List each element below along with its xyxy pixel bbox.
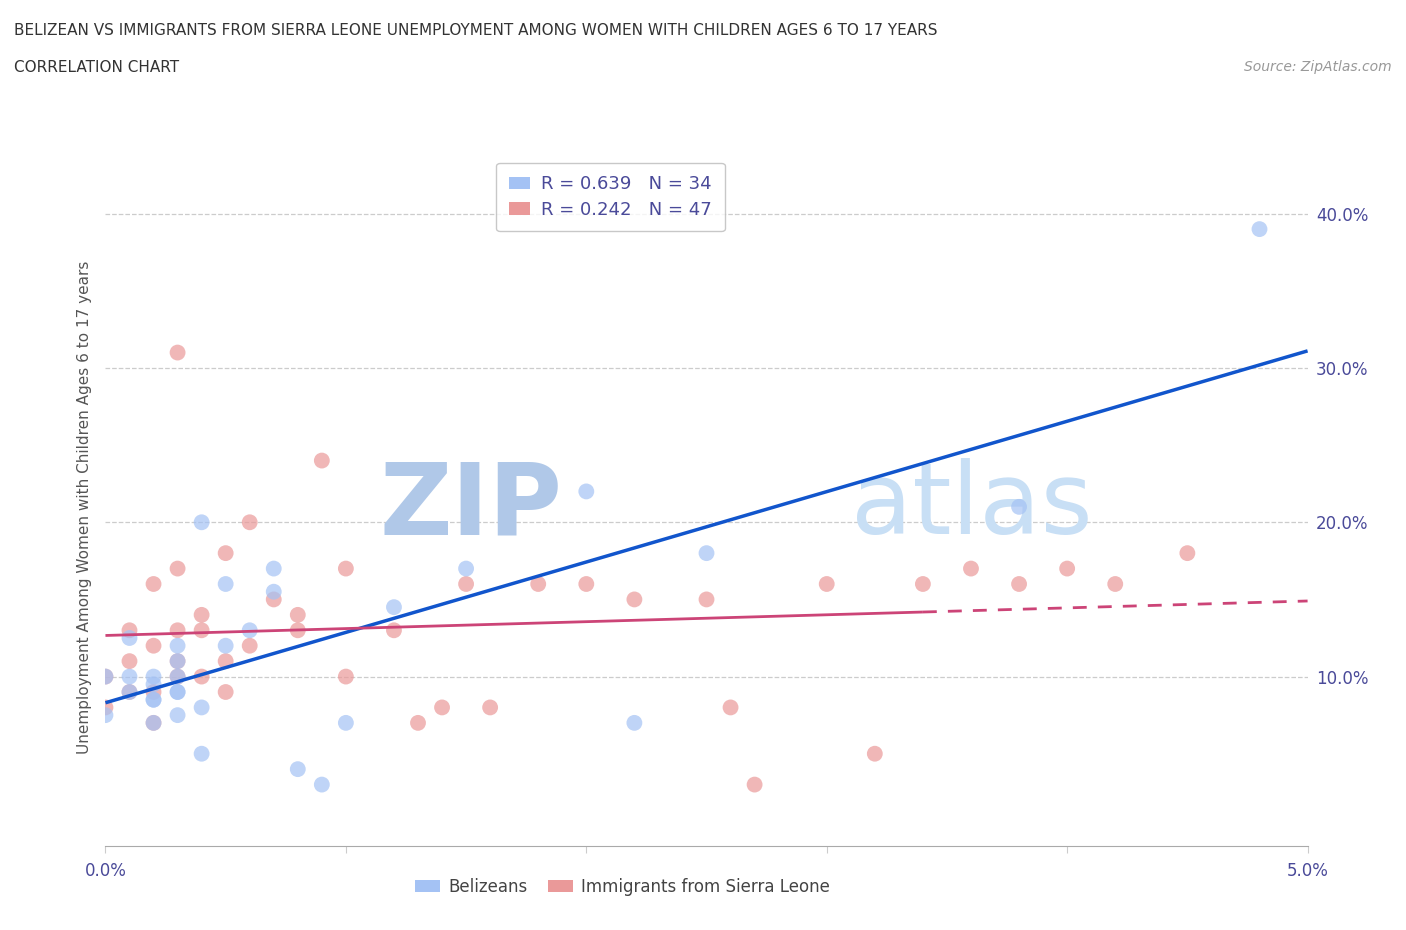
- Point: [166, 670, 188, 684]
- Point: [166, 684, 188, 699]
- Point: [118, 654, 141, 669]
- Point: [1249, 221, 1271, 236]
- Point: [911, 577, 934, 591]
- Point: [166, 654, 188, 669]
- Point: [720, 700, 742, 715]
- Point: [263, 584, 285, 599]
- Point: [454, 577, 477, 591]
- Point: [118, 670, 141, 684]
- Point: [479, 700, 502, 715]
- Point: [166, 623, 188, 638]
- Point: [1008, 499, 1031, 514]
- Point: [214, 638, 236, 653]
- Point: [382, 600, 405, 615]
- Point: [142, 715, 165, 730]
- Point: [142, 692, 165, 707]
- Point: [166, 561, 188, 576]
- Point: [214, 546, 236, 561]
- Y-axis label: Unemployment Among Women with Children Ages 6 to 17 years: Unemployment Among Women with Children A…: [76, 260, 91, 753]
- Point: [744, 777, 766, 792]
- Point: [239, 638, 262, 653]
- Point: [166, 638, 188, 653]
- Point: [142, 677, 165, 692]
- Point: [1008, 577, 1031, 591]
- Point: [863, 746, 886, 761]
- Point: [190, 670, 212, 684]
- Point: [263, 592, 285, 607]
- Point: [166, 345, 188, 360]
- Point: [527, 577, 550, 591]
- Text: CORRELATION CHART: CORRELATION CHART: [14, 60, 179, 75]
- Text: Source: ZipAtlas.com: Source: ZipAtlas.com: [1244, 60, 1392, 74]
- Point: [214, 577, 236, 591]
- Point: [118, 623, 141, 638]
- Point: [311, 777, 333, 792]
- Point: [190, 607, 212, 622]
- Point: [94, 670, 117, 684]
- Point: [335, 561, 357, 576]
- Text: BELIZEAN VS IMMIGRANTS FROM SIERRA LEONE UNEMPLOYMENT AMONG WOMEN WITH CHILDREN : BELIZEAN VS IMMIGRANTS FROM SIERRA LEONE…: [14, 23, 938, 38]
- Point: [382, 623, 405, 638]
- Point: [1104, 577, 1126, 591]
- Point: [623, 592, 645, 607]
- Point: [287, 607, 309, 622]
- Point: [575, 577, 598, 591]
- Point: [623, 715, 645, 730]
- Point: [696, 546, 718, 561]
- Point: [239, 623, 262, 638]
- Point: [166, 708, 188, 723]
- Point: [142, 670, 165, 684]
- Point: [190, 700, 212, 715]
- Point: [263, 561, 285, 576]
- Point: [94, 670, 117, 684]
- Point: [118, 684, 141, 699]
- Point: [142, 577, 165, 591]
- Point: [454, 561, 477, 576]
- Point: [166, 654, 188, 669]
- Point: [287, 762, 309, 777]
- Point: [696, 592, 718, 607]
- Point: [94, 708, 117, 723]
- Point: [960, 561, 983, 576]
- Text: atlas: atlas: [851, 458, 1092, 555]
- Point: [239, 515, 262, 530]
- Point: [142, 692, 165, 707]
- Point: [166, 684, 188, 699]
- Point: [1056, 561, 1078, 576]
- Point: [190, 515, 212, 530]
- Point: [575, 484, 598, 498]
- Point: [335, 670, 357, 684]
- Point: [815, 577, 838, 591]
- Legend: Belizeans, Immigrants from Sierra Leone: Belizeans, Immigrants from Sierra Leone: [408, 871, 837, 902]
- Point: [142, 715, 165, 730]
- Point: [406, 715, 429, 730]
- Text: ZIP: ZIP: [380, 458, 562, 555]
- Point: [142, 684, 165, 699]
- Point: [214, 684, 236, 699]
- Point: [190, 746, 212, 761]
- Point: [214, 654, 236, 669]
- Point: [142, 638, 165, 653]
- Point: [118, 631, 141, 645]
- Point: [118, 684, 141, 699]
- Point: [335, 715, 357, 730]
- Point: [287, 623, 309, 638]
- Point: [430, 700, 453, 715]
- Point: [190, 623, 212, 638]
- Point: [94, 700, 117, 715]
- Point: [166, 670, 188, 684]
- Point: [311, 453, 333, 468]
- Point: [1175, 546, 1198, 561]
